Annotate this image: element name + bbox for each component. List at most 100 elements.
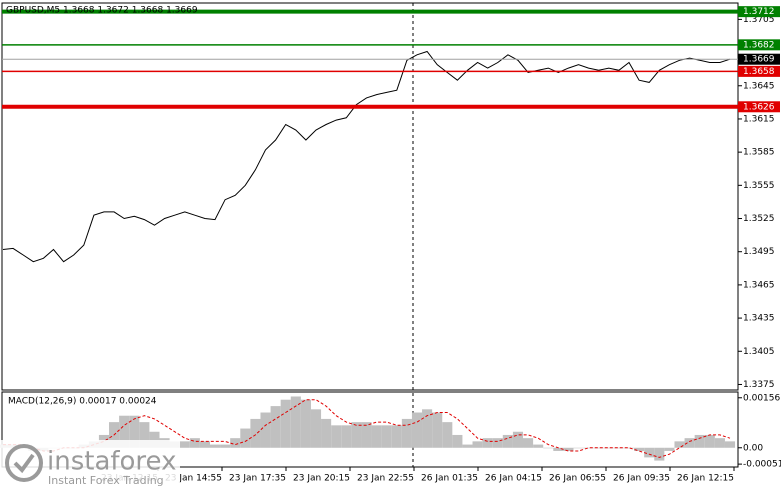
macd-bar [563,447,574,451]
macd-bar [300,399,311,448]
macd-bar [623,447,635,449]
level-label-bg [738,39,780,51]
macd-bar [664,447,675,451]
x-tick-label: 26 Jan 12:15 [677,474,734,484]
macd-bar [422,409,433,448]
price-line [2,50,731,263]
macd-bar [674,441,685,448]
level-label-bg [738,101,780,113]
macd-bar [209,444,221,448]
macd-bar [432,412,443,448]
plot-layer: 1.3375 1.3405 1.3435 1.3465 1.3495 1.3525 1.35… [0,6,781,484]
macd-bar [260,412,271,448]
macd-bar [310,409,322,448]
macd-bar [482,438,493,448]
level-label-bg [738,53,780,65]
macd-bar [543,447,554,449]
macd-bar [644,447,655,458]
level-label: 1.3682 [743,40,775,50]
macd-bar [512,431,524,448]
x-tick-label: 23 Jan 14:55 [165,474,222,484]
x-tick-label: 26 Jan 04:15 [485,474,542,484]
y-tick-label: 1.3375 [743,380,775,390]
macd-bar [240,428,251,448]
x-tick-label: 23 Jan 17:35 [229,474,286,484]
macd-bar [613,447,624,449]
y-tick-label: 0.00156 [743,393,780,403]
x-tick-label: 26 Jan 09:35 [613,474,670,484]
macd-bar [634,447,645,451]
macd-bar [391,425,402,448]
macd-bar [472,441,483,448]
level-label: 1.3626 [743,102,775,112]
macd-bar [371,425,382,448]
brand: instaforex [47,447,176,477]
y-tick-label: 1.3495 [743,247,775,257]
macd-bar [250,418,261,448]
macd-bar [179,441,190,448]
level-label: 1.3658 [743,67,775,77]
macd-bar [290,396,301,448]
macd-bar [442,422,453,448]
y-tick-label: 1.3705 [743,15,775,25]
macd-bar [270,406,281,448]
macd-bar [502,434,513,448]
macd-frame [1,391,739,468]
chart-title: GBPUSD,M5 1.3668 1.3672 1.3668 1.3669 [6,6,198,16]
y-tick-label: 0.00 [743,443,763,453]
macd-bar [129,415,140,448]
macd-bar [553,447,564,451]
macd-bar [280,399,291,448]
macd-bar [230,438,241,448]
macd-bar [119,415,130,448]
level-label-bg [738,6,780,18]
macd-bar [603,447,614,449]
y-tick-label: 1.3615 [743,114,775,124]
macd-bar [583,447,594,449]
y-tick-label: 1.3555 [743,181,775,191]
macd-bar [189,438,200,448]
x-tick-label: 23 Jan 20:15 [293,474,350,484]
macd-bar [684,438,695,448]
x-tick-label: 26 Jan 06:55 [549,474,606,484]
macd-title: MACD(12,26,9) 0.00017 0.00024 [8,397,157,407]
macd-bar [139,422,150,448]
macd-bar [462,444,473,448]
macd-bar [149,431,160,448]
y-tick-label: 1.3585 [743,148,775,158]
main-frame [1,2,739,391]
y-tick-label: 1.3525 [743,214,775,224]
level-label: 1.3712 [743,7,775,17]
macd-bar [411,412,423,448]
macd-bar [492,438,503,448]
x-tick-label: 23 Jan 22:55 [357,474,414,484]
macd-bar [220,444,231,448]
macd-bar [361,422,372,448]
macd-bar [573,447,584,449]
macd-bar [341,425,352,448]
y-tick-label: 1.3465 [743,280,775,290]
macd-bar [401,418,412,448]
y-tick-label: 1.3405 [743,347,775,357]
macd-bar [704,434,715,448]
x-tick-label: 26 Jan 01:35 [421,474,478,484]
macd-bar [351,422,362,448]
y-tick-label: 1.3435 [743,314,775,324]
watermark: instaforex Instant Forex Trading [0,440,180,489]
logo-ring [5,444,43,482]
macd-bar [714,438,725,448]
macd-bar [381,425,392,448]
macd-bar [523,438,534,448]
macd-bar [654,447,665,461]
macd-bar [321,418,332,448]
y-tick-label: 1.3645 [743,81,775,91]
logo-mark [13,453,35,474]
macd-bar [452,434,463,448]
macd-bar [724,441,736,448]
macd-bar [199,441,210,448]
macd-bar [533,444,544,448]
macd-bar [331,425,342,448]
level-label-bg [738,65,780,77]
macd-bar [694,434,705,448]
